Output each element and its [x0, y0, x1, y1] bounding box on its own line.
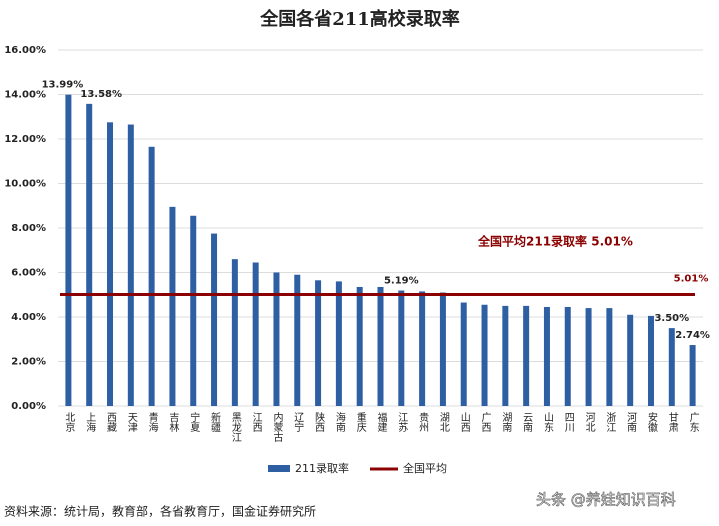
bar [190, 215, 197, 406]
x-tick-label: 吉林 [167, 412, 179, 433]
x-tick-label: 北京 [63, 412, 75, 433]
bar [252, 262, 259, 406]
x-tick-label: 河北 [583, 412, 595, 432]
bar [273, 272, 280, 406]
bar [398, 290, 405, 406]
bar [481, 304, 488, 406]
value-label: 13.99% [42, 80, 84, 91]
annotation: 全国平均211录取率 5.01% [477, 234, 633, 249]
value-label: 3.50% [654, 313, 689, 324]
y-tick-label: 2.00% [11, 357, 46, 368]
bar [335, 281, 342, 406]
x-tick-label: 西藏 [105, 412, 117, 433]
x-tick-label: 四川 [562, 412, 574, 432]
chart-title: 全国各省211高校录取率 [259, 8, 460, 30]
bar [627, 314, 634, 406]
bar [689, 345, 696, 406]
x-tick-label: 福建 [375, 411, 387, 432]
average-label: 5.01% [674, 274, 709, 285]
x-tick-label: 广东 [687, 412, 699, 432]
x-tick-label: 湖北 [437, 412, 449, 432]
y-tick-label: 14.00% [4, 90, 46, 101]
value-label: 5.19% [384, 276, 419, 287]
y-tick-label: 6.00% [11, 268, 46, 279]
x-tick-label: 广西 [479, 412, 491, 432]
legend-label: 全国平均 [403, 461, 447, 475]
bar [606, 308, 613, 406]
x-tick-label: 云南 [521, 412, 533, 432]
bar [647, 315, 654, 406]
legend-label: 211录取率 [295, 461, 349, 475]
bar [148, 146, 155, 406]
legend-swatch [268, 465, 290, 472]
x-tick-label: 内蒙古 [271, 411, 283, 443]
bar [211, 233, 218, 406]
x-tick-label: 青海 [146, 411, 158, 433]
x-tick-label: 陕西 [313, 411, 325, 432]
value-label: 2.74% [675, 330, 710, 341]
y-tick-label: 16.00% [4, 45, 46, 56]
bar [585, 308, 592, 406]
bar [439, 292, 446, 406]
value-label: 13.58% [80, 89, 122, 100]
x-tick-label: 上海 [84, 412, 96, 433]
bar [356, 286, 363, 406]
x-tick-label: 浙江 [604, 412, 616, 432]
watermark: 头条 @养娃知识百科 [536, 491, 676, 509]
x-tick-label: 山东 [541, 412, 553, 432]
bar [502, 305, 509, 406]
bar [419, 291, 426, 406]
x-tick-label: 重庆 [354, 411, 366, 433]
bar [543, 306, 550, 406]
bar [65, 94, 72, 406]
x-tick-label: 河南 [625, 412, 637, 432]
y-tick-label: 4.00% [11, 312, 46, 323]
x-tick-label: 甘肃 [666, 411, 678, 433]
y-tick-label: 8.00% [11, 223, 46, 234]
bar [523, 305, 530, 406]
x-tick-label: 新疆 [209, 411, 221, 433]
x-tick-label: 天津 [125, 412, 137, 433]
bar [315, 280, 322, 406]
bar [169, 206, 176, 406]
x-tick-label: 湖南 [500, 412, 512, 432]
bar [460, 302, 467, 406]
x-tick-label: 贵州 [417, 411, 429, 432]
bar [377, 286, 384, 406]
x-tick-label: 海南 [333, 411, 345, 432]
bar [127, 124, 134, 406]
bar [668, 328, 675, 406]
x-tick-label: 山西 [458, 412, 470, 432]
x-tick-label: 辽宁 [292, 412, 304, 432]
bar [294, 274, 301, 406]
x-tick-label: 江西 [250, 412, 262, 432]
bar [231, 259, 238, 406]
source: 资料来源：统计局，教育部，各省教育厅，国金证券研究所 [4, 504, 316, 519]
x-tick-label: 江苏 [396, 412, 408, 433]
x-tick-label: 宁夏 [188, 411, 200, 432]
y-tick-label: 0.00% [11, 401, 46, 412]
x-tick-label: 黑龙江 [229, 412, 241, 442]
bar [86, 103, 93, 406]
x-tick-label: 安徽 [645, 411, 657, 433]
y-tick-label: 12.00% [4, 134, 46, 145]
bar [107, 122, 114, 406]
bar [564, 306, 571, 406]
y-tick-label: 10.00% [4, 179, 46, 190]
